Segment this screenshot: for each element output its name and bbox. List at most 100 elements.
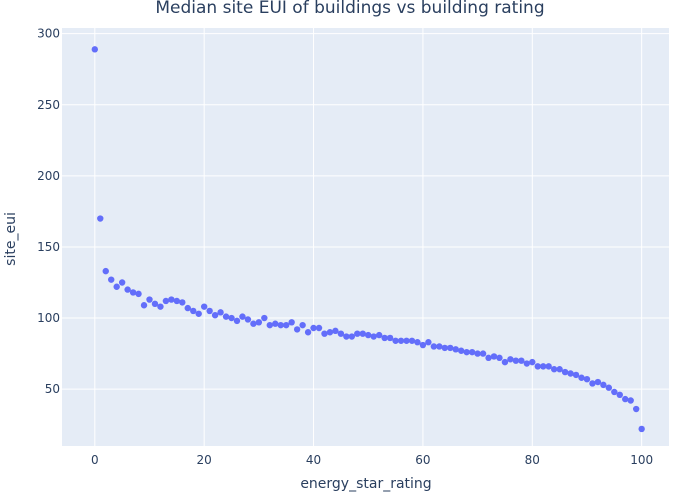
data-point — [118, 279, 126, 286]
data-point — [452, 346, 459, 353]
data-point — [441, 344, 448, 352]
data-point — [239, 313, 246, 320]
data-point — [436, 343, 443, 350]
data-point — [146, 296, 153, 303]
x-tick-label: 20 — [197, 453, 212, 467]
data-point — [529, 358, 536, 366]
data-point — [518, 357, 525, 364]
x-tick-label: 60 — [415, 453, 430, 467]
data-point — [479, 350, 487, 357]
data-point — [468, 348, 476, 356]
data-point — [375, 331, 383, 339]
data-point — [140, 302, 148, 309]
data-point — [124, 286, 131, 293]
data-point — [496, 354, 503, 362]
data-point — [567, 370, 574, 377]
data-point — [507, 356, 514, 363]
data-point — [184, 304, 191, 312]
data-point — [501, 358, 509, 366]
y-tick-label: 150 — [37, 240, 60, 254]
data-point — [600, 381, 607, 389]
data-point — [283, 321, 290, 329]
data-point — [403, 337, 410, 344]
data-point — [578, 374, 585, 381]
data-point — [190, 307, 197, 315]
data-point — [381, 334, 388, 342]
data-point — [474, 350, 481, 357]
data-point — [354, 330, 361, 337]
data-point — [605, 384, 613, 391]
data-point — [337, 330, 345, 337]
data-point — [135, 290, 142, 298]
data-point — [315, 324, 323, 332]
data-point — [222, 313, 230, 320]
data-point — [244, 316, 252, 323]
data-point — [250, 320, 257, 327]
y-tick-label: 100 — [37, 311, 60, 325]
data-point — [397, 337, 405, 344]
data-point — [616, 391, 623, 399]
data-point — [211, 311, 219, 319]
data-point — [370, 333, 377, 340]
data-point — [91, 46, 99, 53]
data-point — [293, 326, 301, 333]
data-points — [91, 46, 645, 433]
data-point — [561, 368, 569, 376]
data-point — [556, 366, 563, 373]
data-point — [359, 330, 366, 337]
data-point — [632, 405, 640, 413]
data-point — [638, 425, 645, 433]
data-point — [490, 353, 498, 360]
data-point — [173, 297, 181, 305]
data-point — [572, 371, 580, 379]
data-point — [534, 363, 541, 370]
data-point — [310, 324, 317, 332]
data-point — [365, 331, 372, 339]
data-point — [348, 333, 356, 340]
plot-area — [62, 28, 669, 446]
data-point — [162, 297, 170, 305]
chart-title: Median site EUI of buildings vs building… — [155, 0, 544, 18]
data-point — [430, 343, 438, 350]
data-point — [108, 276, 115, 283]
data-point — [545, 363, 552, 370]
data-point — [622, 395, 629, 403]
data-point — [463, 348, 470, 356]
y-tick-label: 300 — [37, 27, 60, 41]
data-point — [157, 303, 164, 310]
data-point — [97, 215, 104, 222]
x-axis-label: energy_star_rating — [300, 476, 431, 492]
data-point — [304, 329, 312, 336]
y-tick-label: 50 — [45, 382, 60, 396]
data-point — [113, 283, 120, 290]
data-point — [386, 334, 394, 342]
x-tick-label: 100 — [630, 453, 653, 467]
data-point — [151, 300, 159, 308]
data-point — [332, 327, 339, 335]
data-point — [168, 296, 175, 303]
data-point — [408, 337, 416, 344]
data-point — [233, 317, 241, 325]
data-point — [200, 303, 208, 310]
data-point — [255, 319, 263, 326]
data-point — [272, 320, 279, 327]
x-tick-label: 0 — [91, 453, 99, 467]
data-point — [195, 310, 202, 317]
y-axis-label: site_eui — [3, 212, 19, 266]
data-point — [299, 321, 306, 329]
data-point — [228, 314, 235, 322]
data-point — [179, 299, 186, 306]
data-point — [261, 314, 268, 322]
gridlines — [62, 28, 669, 446]
data-point — [611, 388, 618, 396]
data-point — [594, 378, 602, 386]
data-point — [540, 363, 547, 370]
data-point — [512, 357, 520, 364]
data-point — [266, 321, 274, 329]
data-point — [523, 360, 531, 367]
data-point — [206, 307, 213, 315]
data-point — [321, 330, 328, 337]
data-point — [627, 397, 634, 404]
x-axis-ticks: 0 20 40 60 80 100 — [91, 453, 653, 467]
